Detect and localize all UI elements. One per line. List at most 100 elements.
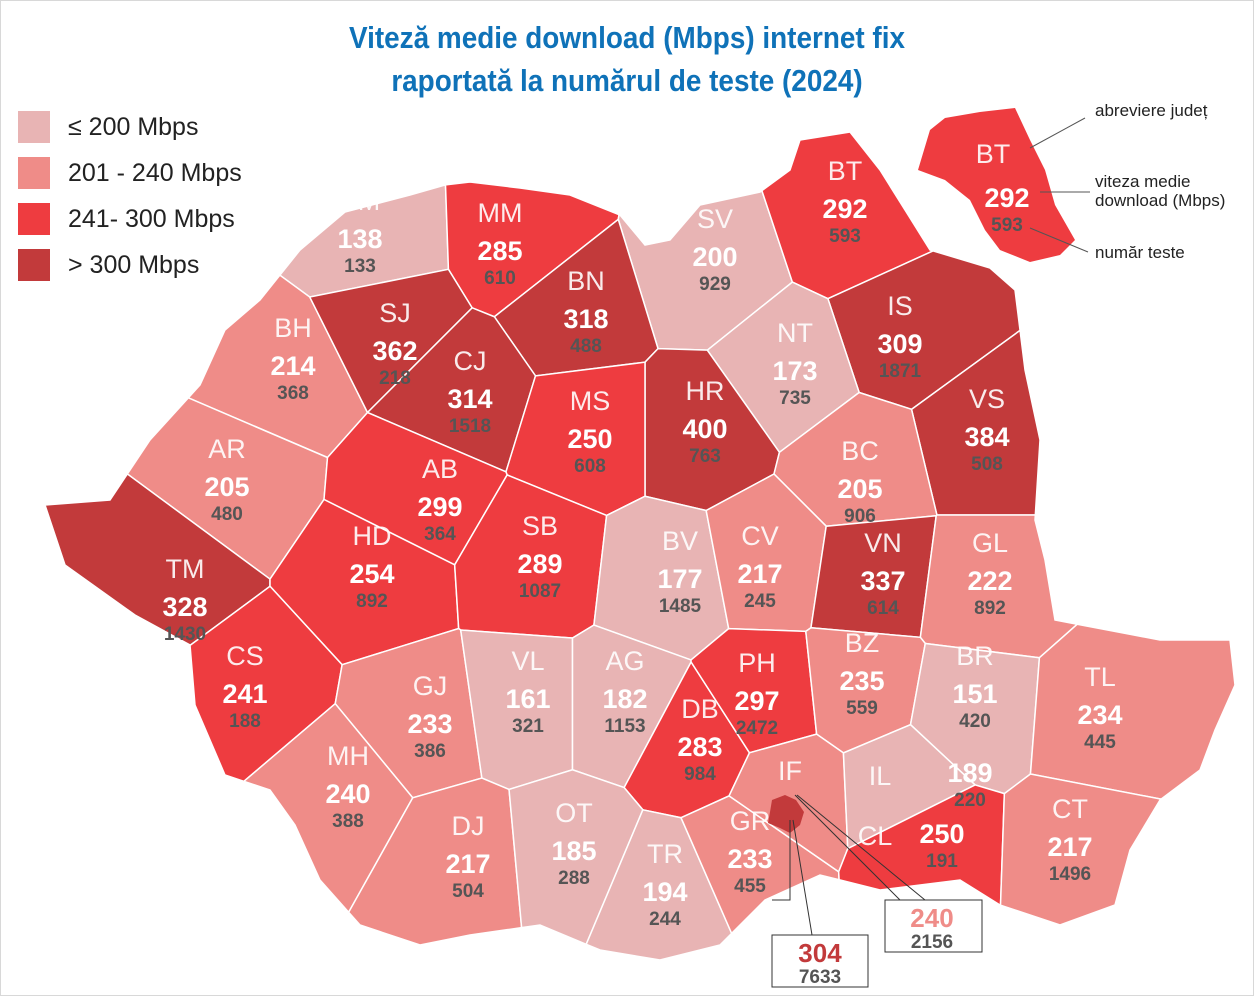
county-tests: 245 [744,591,776,612]
legend-swatch [18,157,50,189]
county-code: VN [864,528,902,558]
county-code: AG [605,646,644,676]
title-line-1: Viteză medie download (Mbps) internet fi… [348,20,906,55]
county-tests: 1871 [879,361,922,382]
county-code: OT [555,798,593,828]
county-code: CL [858,821,893,851]
county-speed: 337 [860,566,905,596]
county-speed: 318 [563,304,608,334]
county-code: SJ [379,298,411,328]
county-tests: 1485 [659,596,702,617]
county-code: PH [738,648,776,678]
county-tests: 445 [1084,732,1116,753]
county-code: CJ [454,346,487,376]
county-code: CV [741,521,779,551]
county-speed: 283 [677,732,722,762]
county-speed: 309 [877,329,922,359]
county-tests: 321 [512,716,544,737]
county-speed: 297 [734,686,779,716]
county-speed: 200 [692,242,737,272]
county-speed: 189 [947,758,992,788]
legend-label: ≤ 200 Mbps [68,112,199,141]
county-tests: 133 [344,256,376,277]
county-speed: 400 [682,414,727,444]
county-code: MM [478,198,523,228]
legend-item: ≤ 200 Mbps [18,104,242,150]
county-tests: 906 [844,506,876,527]
county-code: BR [956,641,994,671]
county-code: GJ [413,671,448,701]
county-tests: 892 [356,591,388,612]
county-code: NT [777,318,813,348]
county-tests: 735 [779,388,811,409]
county-tests: 559 [846,698,878,719]
county-ot [508,768,644,946]
county-code: VS [969,384,1005,414]
county-speed: 384 [964,422,1009,452]
county-speed: 250 [567,424,612,454]
county-code: VL [511,646,544,676]
county-code: DJ [452,811,485,841]
county-speed: 233 [407,709,452,739]
county-tests: 892 [974,598,1006,619]
county-speed: 161 [505,684,550,714]
county-code: TL [1084,662,1116,692]
county-speed: 177 [657,564,702,594]
county-tests: 929 [699,274,731,295]
county-code: BV [662,526,698,556]
county-code: BC [841,436,879,466]
county-code: CS [226,641,264,671]
county-code: CT [1052,794,1088,824]
key-tests: 593 [991,215,1023,236]
county-code: SB [522,511,558,541]
key-inset: BT 292 593 [918,108,1090,262]
county-tests: 420 [959,711,991,732]
county-tests: 218 [379,368,411,389]
county-speed: 314 [447,384,492,414]
title-line-2: raportată la numărul de teste (2024) [391,63,863,98]
county-code: MS [570,386,611,416]
county-speed: 138 [337,224,382,254]
county-code: SV [697,204,733,234]
legend-label: 241- 300 Mbps [68,204,235,233]
county-tr [585,808,733,961]
county-tests: 480 [211,504,243,525]
county-tests: 455 [734,876,766,897]
county-code: BT [828,156,863,186]
county-tests: 368 [277,383,309,404]
key-line [1029,117,1086,149]
county-mh [242,702,414,914]
legend-swatch [18,203,50,235]
legend-swatch [18,111,50,143]
map-title: Viteză medie download (Mbps) internet fi… [63,16,1192,102]
county-code: HR [686,376,725,406]
county-ct [999,773,1163,926]
county-tests: 984 [684,764,716,785]
county-speed: 233 [727,844,772,874]
county-tests: 244 [649,909,681,930]
county-code: IF [778,756,802,786]
county-speed: 173 [772,356,817,386]
bucharest-speed: 304 [798,938,842,968]
legend-swatch [18,249,50,281]
ilfov-box [884,899,983,953]
county-code: TR [647,839,683,869]
county-code: AR [208,434,246,464]
county-speed: 217 [445,849,490,879]
legend: ≤ 200 Mbps 201 - 240 Mbps 241- 300 Mbps … [18,104,242,288]
county-code: BH [274,313,312,343]
county-tests: 386 [414,741,446,762]
county-tests: 608 [574,456,606,477]
county-speed: 217 [737,559,782,589]
county-tests: 508 [971,454,1003,475]
callout-line [772,820,791,901]
county-speed: 185 [551,836,596,866]
county-cl [837,784,1006,907]
key-county-shape [918,108,1075,262]
county-code: MH [327,741,369,771]
county-tests: 1518 [449,416,491,437]
county-code: BZ [845,628,880,658]
county-speed: 182 [602,684,647,714]
county-tests: 364 [424,524,456,545]
